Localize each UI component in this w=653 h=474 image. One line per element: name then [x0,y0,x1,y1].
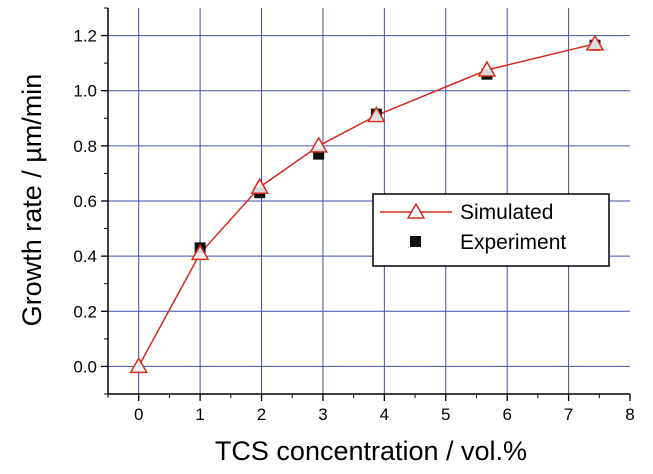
experiment-point [313,148,325,160]
simulated-point [190,243,210,261]
y-tick-label: 0.4 [73,247,97,266]
legend: Simulated Experiment [372,193,610,267]
y-tick-label: 1.2 [73,27,97,46]
y-tick-label: 0.8 [73,137,97,156]
legend-simulated-marker [406,202,426,219]
simulated-point [250,177,269,194]
y-axis-title: Growth rate / µm/min [17,74,47,327]
x-tick-label: 6 [502,405,511,424]
tick-labels: 0 1 2 3 4 5 6 7 8 0.0 0.2 0.4 0.6 0.8 1.0 1.2 [73,27,634,424]
x-tick-label: 2 [257,405,266,424]
x-axis-title: TCS concentration / vol.% [215,436,527,466]
y-tick-label: 1.0 [73,82,97,101]
y-tick-label: 0.0 [73,357,97,376]
legend-experiment-marker [410,236,421,247]
legend-experiment-label: Experiment [460,231,566,254]
series-layer [129,34,605,374]
x-tick-label: 3 [318,405,327,424]
axes [101,7,631,401]
x-tick-label: 0 [134,405,143,424]
legend-simulated-label: Simulated [460,201,553,224]
x-tick-label: 5 [441,405,450,424]
simulated-point [367,106,386,123]
simulated-point [477,60,497,77]
y-tick-label: 0.6 [73,192,97,211]
legend-box [372,193,610,267]
x-tick-label: 1 [195,405,204,424]
y-tick-label: 0.2 [73,302,97,321]
simulated-point [129,356,148,374]
x-tick-label: 7 [564,405,573,424]
x-tick-label: 4 [380,405,389,424]
simulated-point [585,34,605,51]
x-tick-label: 8 [625,405,634,424]
simulated-point [309,136,328,153]
